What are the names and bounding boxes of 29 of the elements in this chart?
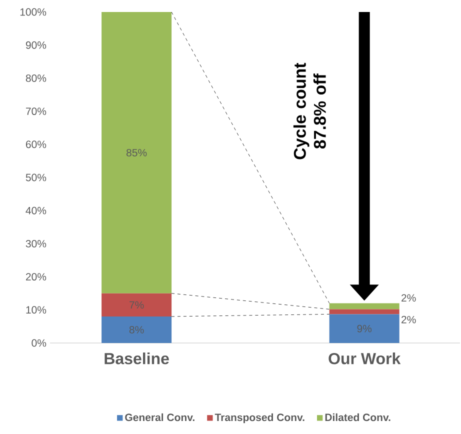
y-tick-label: 0% <box>32 339 46 347</box>
annotation: Cycle count 87.8% off <box>293 62 326 160</box>
y-tick-label: 10% <box>26 306 46 314</box>
data-label: 2% <box>402 316 416 324</box>
data-label: 2% <box>402 294 416 302</box>
data-label: 8% <box>129 326 144 334</box>
data-label: 85% <box>126 148 147 156</box>
y-tick-label: 30% <box>26 240 46 248</box>
y-tick-label: 60% <box>26 140 46 148</box>
bar <box>102 316 172 343</box>
bar <box>329 314 400 343</box>
x-tick-label: Baseline <box>104 352 169 364</box>
bar <box>329 303 400 310</box>
bar <box>329 309 400 314</box>
data-label: 9% <box>357 324 372 332</box>
bar <box>102 293 172 317</box>
x-tick-label: Our Work <box>328 352 401 364</box>
y-tick-label: 40% <box>26 206 46 214</box>
y-tick-label: 100% <box>20 8 46 16</box>
y-tick-label: 90% <box>26 41 46 49</box>
legend-label: Dilated Conv. <box>325 413 390 422</box>
y-tick-label: 50% <box>26 174 46 182</box>
y-tick-label: 80% <box>26 74 46 82</box>
y-tick-label: 70% <box>26 108 46 116</box>
data-label: 7% <box>130 301 144 309</box>
y-tick-label: 20% <box>26 273 46 281</box>
legend-label: Transposed Conv. <box>214 413 304 424</box>
bar <box>102 12 172 294</box>
legend-label: General Conv. <box>125 413 194 422</box>
